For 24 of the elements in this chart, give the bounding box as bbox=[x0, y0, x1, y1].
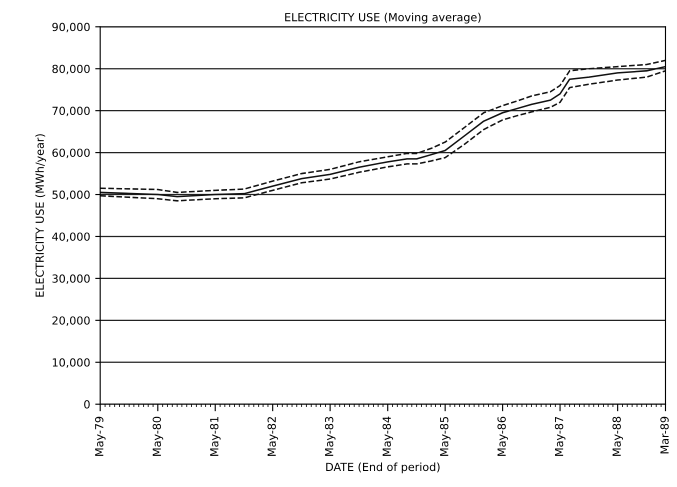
y-tick-label: 50,000 bbox=[52, 190, 90, 200]
x-tick-label: May-87 bbox=[554, 416, 566, 456]
x-tick-label: May-83 bbox=[324, 416, 336, 456]
y-tick-label: 90,000 bbox=[52, 22, 90, 32]
y-tick-label: 20,000 bbox=[52, 316, 90, 326]
x-axis-title: DATE (End of period) bbox=[326, 462, 440, 474]
y-tick-label: 70,000 bbox=[52, 106, 90, 116]
y-tick-label: 60,000 bbox=[52, 148, 90, 158]
x-tick-label: May-88 bbox=[612, 416, 624, 456]
x-tick-label: May-82 bbox=[268, 417, 278, 456]
chart-title: ELECTRICITY USE (Moving average) bbox=[285, 12, 481, 24]
x-tick-label: May-81 bbox=[210, 417, 221, 456]
y-tick-label: 30,000 bbox=[52, 274, 90, 284]
y-tick-label: 40,000 bbox=[52, 232, 90, 242]
y-axis-title: ELECTRICITY USE (MWh/year) bbox=[35, 134, 46, 297]
x-tick-label: May-80 bbox=[152, 416, 164, 456]
y-tick-label: 80,000 bbox=[52, 64, 90, 74]
x-tick-label: May-85 bbox=[440, 416, 451, 456]
x-tick-label: May-84 bbox=[382, 416, 394, 456]
x-tick-label: May-86 bbox=[497, 416, 508, 456]
x-tick-label: Mar-89 bbox=[660, 416, 669, 454]
x-tick-label: May-79 bbox=[95, 416, 106, 456]
y-tick-label: 10,000 bbox=[52, 358, 90, 368]
y-tick-label: 0 bbox=[84, 400, 90, 409]
